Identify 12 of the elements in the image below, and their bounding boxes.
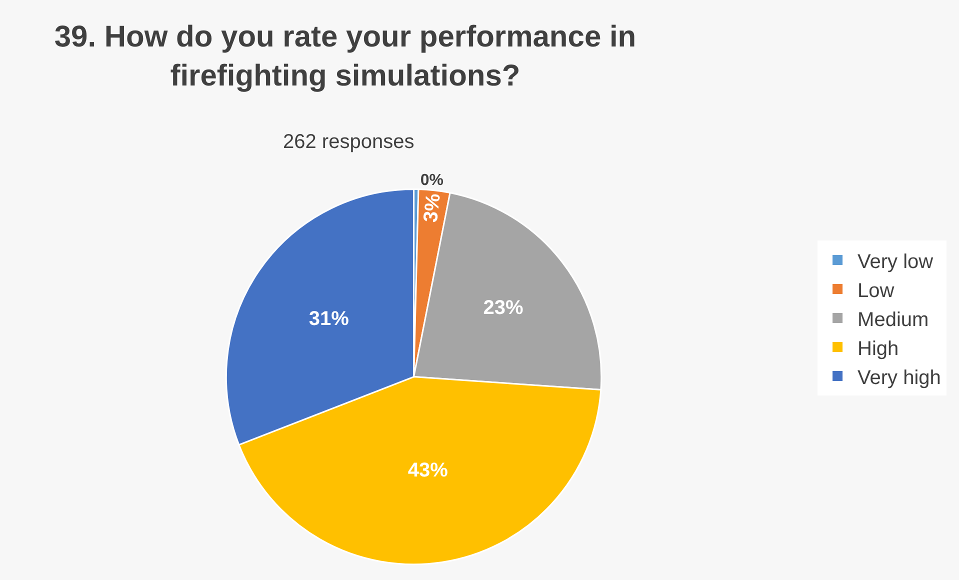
- legend-label: Very low: [858, 250, 934, 273]
- legend-label: Medium: [858, 308, 929, 331]
- legend-label: Very high: [858, 366, 941, 389]
- data-label: 0%: [420, 172, 444, 190]
- data-label: 23%: [483, 297, 524, 320]
- legend-label: High: [858, 338, 899, 360]
- chart-title: 39. How do you rate your performance in firefighting simulations?: [54, 20, 636, 92]
- data-label: 3%: [420, 192, 445, 224]
- legend-label: Low: [858, 280, 895, 302]
- data-label: 31%: [308, 308, 350, 330]
- chart-subtitle: 262 responses: [283, 131, 414, 153]
- data-label: 43%: [408, 460, 448, 482]
